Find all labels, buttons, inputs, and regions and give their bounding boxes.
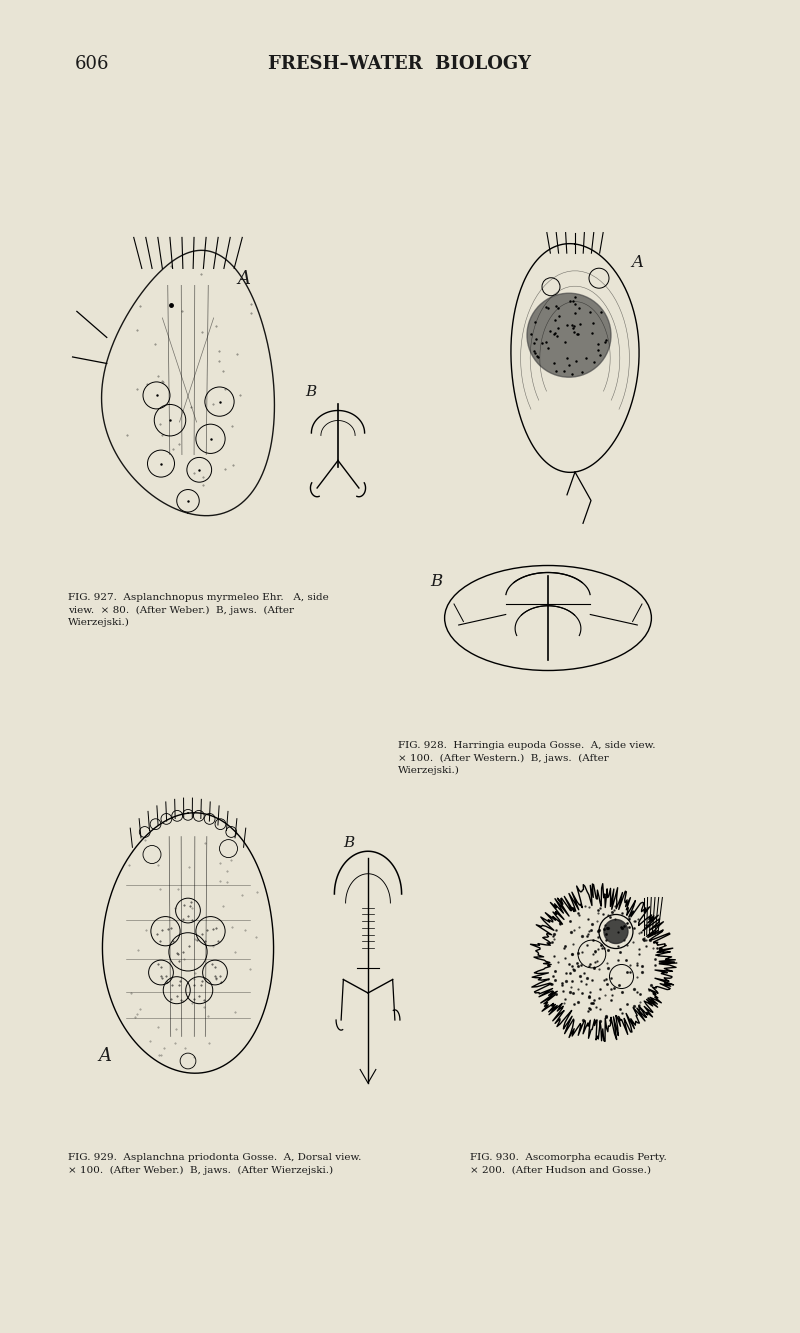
Text: A: A	[238, 269, 250, 288]
Circle shape	[527, 293, 611, 377]
Circle shape	[604, 920, 628, 944]
Text: B: B	[343, 836, 354, 849]
Text: FIG. 930.  Ascomorpha ecaudis Perty.
× 200.  (After Hudson and Gosse.): FIG. 930. Ascomorpha ecaudis Perty. × 20…	[470, 1153, 666, 1174]
Text: B: B	[305, 384, 316, 399]
Text: FIG. 929.  Asplanchna priodonta Gosse.  A, Dorsal view.
× 100.  (After Weber.)  : FIG. 929. Asplanchna priodonta Gosse. A,…	[68, 1153, 362, 1174]
Text: 606: 606	[75, 55, 110, 73]
Text: A: A	[631, 253, 643, 271]
Text: B: B	[430, 573, 442, 591]
Text: A: A	[98, 1046, 111, 1065]
Text: FIG. 927.  Asplanchnopus myrmeleo Ehr.   A, side
view.  × 80.  (After Weber.)  B: FIG. 927. Asplanchnopus myrmeleo Ehr. A,…	[68, 593, 329, 628]
Text: FIG. 928.  Harringia eupoda Gosse.  A, side view.
× 100.  (After Western.)  B, j: FIG. 928. Harringia eupoda Gosse. A, sid…	[398, 741, 655, 776]
Text: FRESH–WATER  BIOLOGY: FRESH–WATER BIOLOGY	[269, 55, 531, 73]
